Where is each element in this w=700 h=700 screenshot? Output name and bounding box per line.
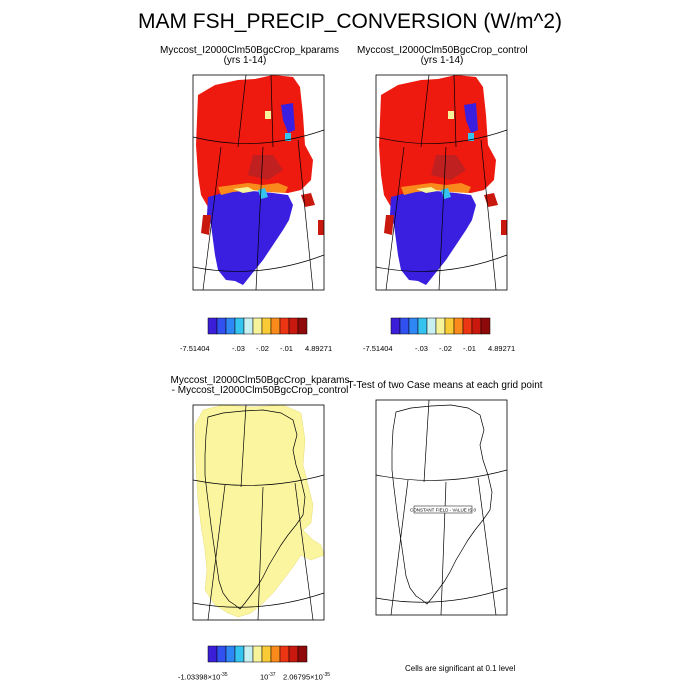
panel-kparams-title-text: Myccost_I2000Clm50BgcCrop_kparams: [160, 45, 339, 56]
significance-note: Cells are significant at 0.1 level: [405, 664, 516, 673]
colorbar-swatch: [480, 317, 491, 335]
cb-label: -.03: [415, 344, 428, 353]
colorbar-swatch: [270, 645, 281, 663]
cb-label-mid: 10-37: [260, 672, 276, 682]
cb-label-min: -1.03398×10-35: [178, 672, 228, 682]
colorbar-swatch: [243, 645, 254, 663]
colorbar-swatch: [417, 317, 428, 335]
map-panel-kparams: [192, 74, 325, 291]
panel-frame: [375, 74, 508, 291]
colorbar-swatch: [225, 317, 236, 335]
coastline: [204, 409, 306, 610]
colorbar-swatch: [426, 317, 437, 335]
cb-label-max: 2.06795×10-35: [283, 672, 331, 682]
colorbar-swatch: [243, 317, 254, 335]
panel-difference-title-line1: Myccost_I2000Clm50BgcCrop_kparams: [170, 375, 350, 386]
colorbar-swatch: [270, 317, 281, 335]
panel-title-control: Myccost_I2000Clm50BgcCrop_control (yrs 1…: [357, 45, 528, 66]
constant-field-label: CONSTANT FIELD - VALUE IS 0: [410, 508, 477, 513]
colorbar-swatch: [288, 645, 299, 663]
colorbar-swatch: [279, 645, 290, 663]
colorbar-swatch: [252, 645, 263, 663]
colorbar-swatch: [207, 645, 218, 663]
cb-label: -.01: [280, 344, 293, 353]
colorbar-swatch: [207, 317, 218, 335]
colorbar-swatch: [216, 317, 227, 335]
panel-frame: [375, 399, 508, 616]
cb-label: -.01: [463, 344, 476, 353]
panel-control-subtitle: (yrs 1-14): [420, 55, 464, 66]
cb-label: -7.51404: [180, 344, 210, 353]
colorbar-swatch: [234, 317, 245, 335]
cb-label: -.03: [232, 344, 245, 353]
coastline: [391, 404, 493, 605]
colorbar-swatch: [408, 317, 419, 335]
colorbar-swatch: [288, 317, 299, 335]
colorbar-swatch: [399, 317, 410, 335]
panel-frame: [192, 74, 325, 291]
figure-title: MAM FSH_PRECIP_CONVERSION (W/m^2): [137, 10, 563, 33]
colorbar-swatch: [297, 317, 308, 335]
colorbar-swatch: [471, 317, 482, 335]
panel-title-difference: Myccost_I2000Clm50BgcCrop_kparams - Mycc…: [160, 376, 360, 396]
cb-label: 4.89271: [488, 344, 516, 353]
colorbar-swatch: [234, 645, 245, 663]
colorbar-kparams: [207, 317, 308, 335]
map-panel-difference: [192, 404, 325, 621]
colorbar-swatch: [261, 317, 272, 335]
colorbar-swatch: [453, 317, 464, 335]
colorbar-swatch: [225, 645, 236, 663]
colorbar-swatch: [444, 317, 455, 335]
map-panel-control: [375, 74, 508, 291]
colorbar-swatch: [252, 317, 263, 335]
colorbar-swatch: [261, 645, 272, 663]
region-south-blue: [390, 191, 476, 285]
cb-label: -7.51404: [363, 344, 393, 353]
colorbar-swatch: [216, 645, 227, 663]
region-south-blue: [207, 191, 293, 285]
colorbar-swatch: [435, 317, 446, 335]
colorbar-control: [390, 317, 491, 335]
colorbar-swatch: [462, 317, 473, 335]
panel-title-ttest: T-Test of two Case means at each grid po…: [347, 380, 543, 391]
cb-label: -.02: [256, 344, 269, 353]
panel-title-kparams: Myccost_I2000Clm50BgcCrop_kparams (yrs 1…: [160, 45, 339, 66]
map-panel-ttest: CONSTANT FIELD - VALUE IS 0: [375, 399, 508, 616]
panel-control-title-text: Myccost_I2000Clm50BgcCrop_control: [357, 45, 528, 56]
cb-label: 4.89271: [305, 344, 333, 353]
colorbar-difference: [207, 645, 308, 663]
constant-field-box: [413, 505, 473, 514]
panel-frame: [192, 404, 325, 621]
colorbar-swatch: [297, 645, 308, 663]
panel-difference-title-line2: - Myccost_I2000Clm50BgcCrop_control: [171, 385, 349, 396]
colorbar-swatch: [390, 317, 401, 335]
panel-kparams-subtitle: (yrs 1-14): [223, 55, 267, 66]
region-difference-fill: [194, 405, 324, 618]
cb-label: -.02: [439, 344, 452, 353]
colorbar-swatch: [279, 317, 290, 335]
